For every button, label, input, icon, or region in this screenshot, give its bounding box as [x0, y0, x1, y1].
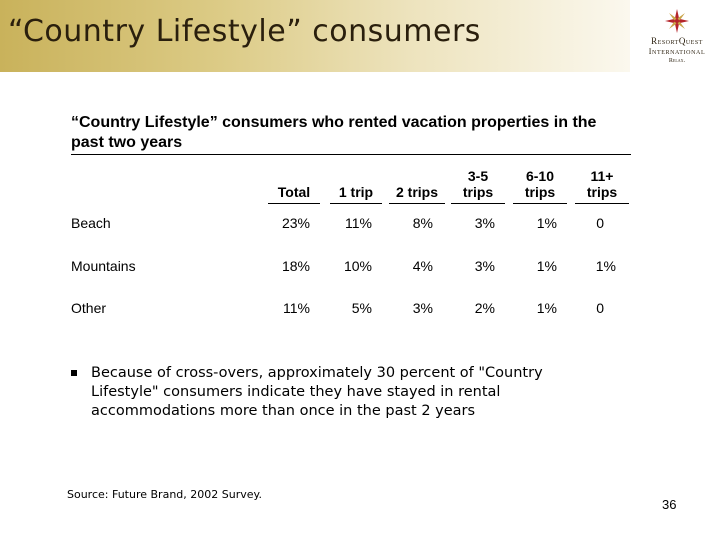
column-underline-3-5-trips	[451, 203, 505, 204]
column-underline-total	[268, 203, 320, 204]
star-compass-icon	[665, 9, 689, 33]
page-title: “Country Lifestyle” consumers	[8, 14, 481, 49]
source-note: Source: Future Brand, 2002 Survey.	[67, 488, 262, 501]
table-heading: “Country Lifestyle” consumers who rented…	[71, 114, 597, 151]
column-underline-6-10-trips	[513, 203, 567, 204]
table-cell: 11%	[345, 215, 372, 231]
table-cell: 4%	[412, 258, 433, 274]
bullet-point: Because of cross-overs, approximately 30…	[71, 364, 611, 421]
row-label-mountains: Mountains	[71, 258, 136, 274]
table-cell: 18%	[281, 258, 310, 274]
table-cell: 3%	[474, 258, 495, 274]
table-cell: 23%	[281, 215, 310, 231]
company-logo: ResortQuest International Relax.	[634, 6, 720, 68]
row-label-beach: Beach	[71, 215, 111, 231]
column-header-11-plus-trips: 11+ trips	[586, 168, 618, 200]
column-header-2-trips: 2 trips	[395, 184, 438, 200]
table-cell: 10%	[343, 258, 372, 274]
table-cell: 1%	[536, 300, 557, 316]
column-underline-11-plus-trips	[575, 203, 629, 204]
logo-text-relax: Relax.	[668, 58, 686, 64]
table-cell: 1%	[536, 258, 557, 274]
bullet-text: Because of cross-overs, approximately 30…	[91, 365, 543, 419]
table-cell: 11%	[283, 300, 310, 316]
column-header-3-5-trips: 3-5 trips	[462, 168, 494, 200]
table-cell: 0	[596, 300, 604, 316]
table-cell: 8%	[412, 215, 433, 231]
table-cell: 3%	[412, 300, 433, 316]
table-cell: 1%	[536, 215, 557, 231]
column-header-total: Total	[277, 184, 311, 200]
column-underline-2-trips	[389, 203, 445, 204]
table-cell: 3%	[474, 215, 495, 231]
table-cell: 1%	[595, 258, 616, 274]
page-number: 36	[662, 497, 677, 512]
column-header-1-trip: 1 trip	[338, 184, 374, 200]
logo-text-international: International	[648, 47, 706, 56]
table-cell: 2%	[474, 300, 495, 316]
table-cell: 5%	[351, 300, 372, 316]
square-bullet-icon	[71, 370, 77, 376]
heading-divider	[71, 154, 631, 155]
row-label-other: Other	[71, 300, 107, 316]
column-underline-1-trip	[330, 203, 382, 204]
logo-text-resortquest: ResortQuest	[651, 36, 703, 46]
table-cell: 0	[596, 215, 604, 231]
column-header-6-10-trips: 6-10 trips	[524, 168, 556, 200]
title-band	[0, 0, 630, 72]
